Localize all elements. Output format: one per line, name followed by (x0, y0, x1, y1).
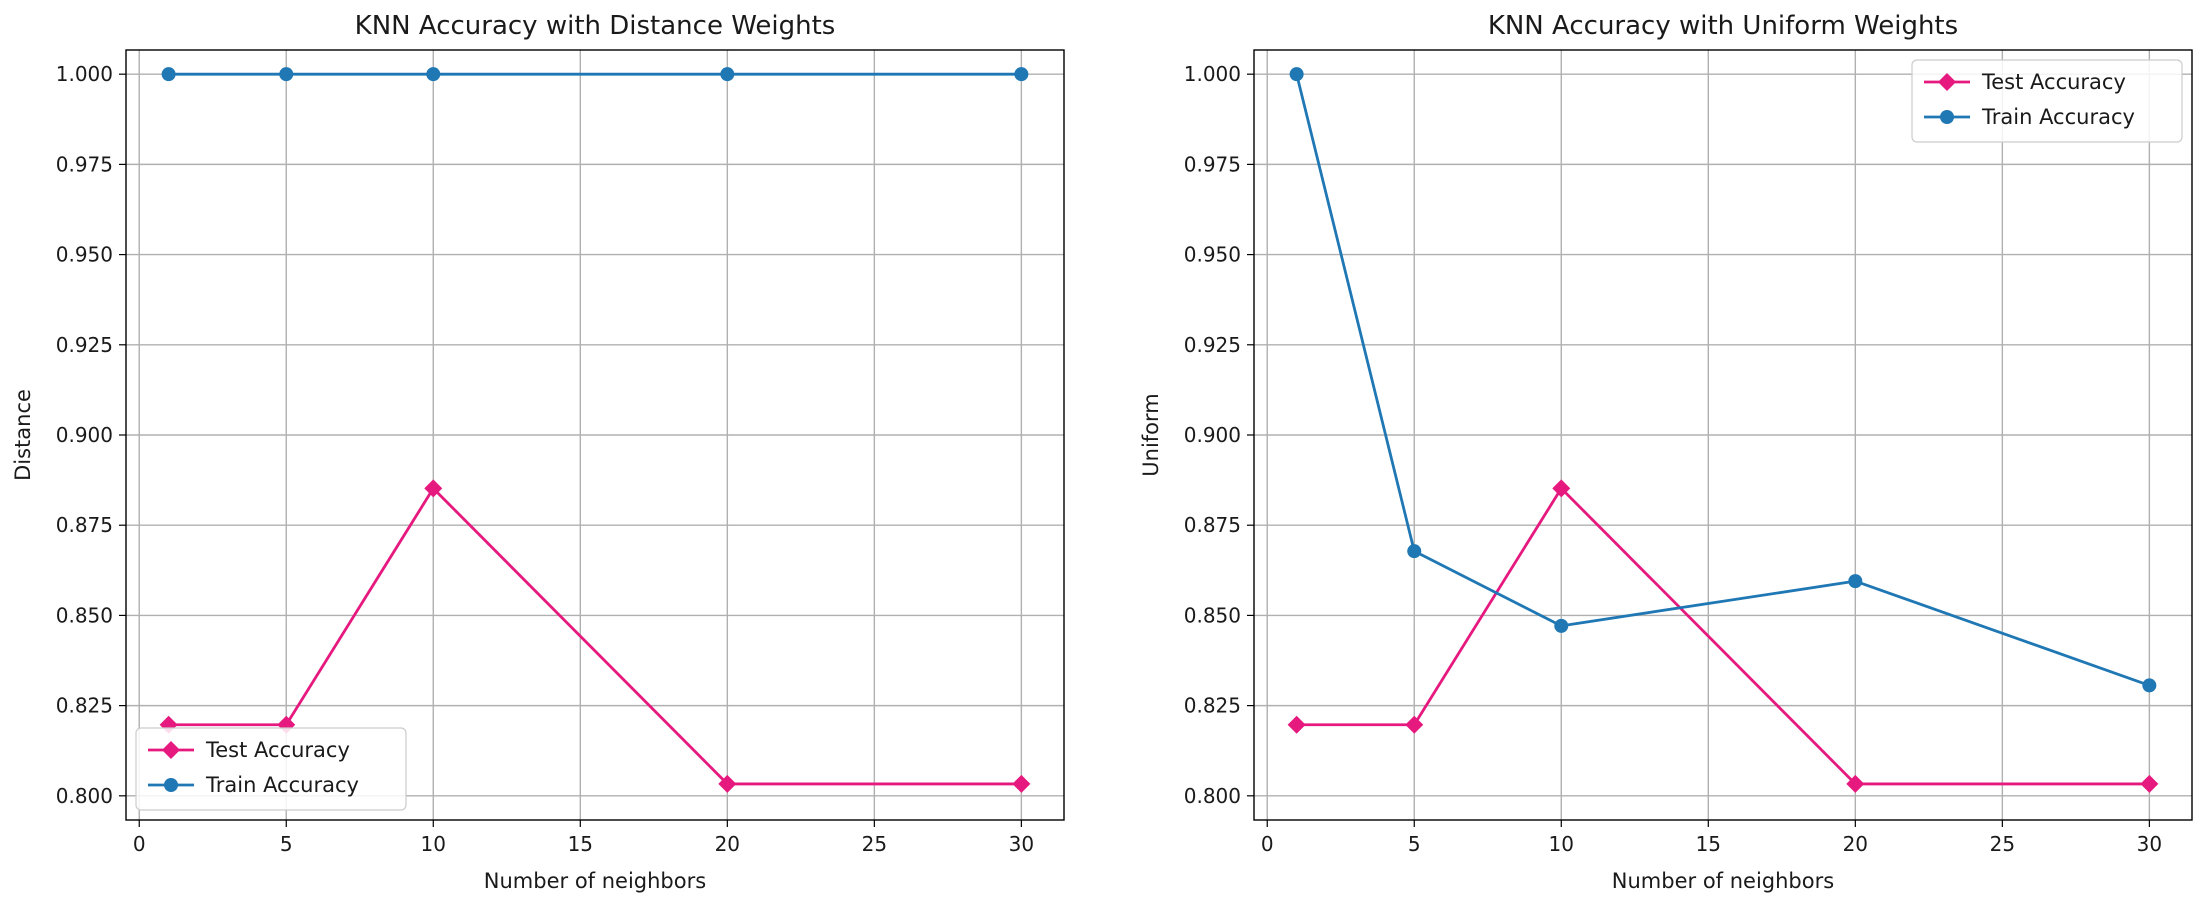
y-tick-label: 0.825 (56, 694, 113, 718)
train-accuracy-point (426, 67, 441, 82)
y-tick-label: 0.900 (1184, 423, 1241, 447)
y-tick-label: 0.975 (1184, 152, 1241, 176)
legend-box (1911, 59, 2183, 143)
y-tick-label: 0.950 (1184, 243, 1241, 267)
test-accuracy-point (2140, 774, 2159, 793)
train-accuracy-point (1848, 574, 1863, 589)
x-tick-label: 5 (1408, 832, 1421, 856)
x-tick-label: 10 (421, 832, 446, 856)
chart-title: KNN Accuracy with Uniform Weights (1488, 11, 1958, 41)
legend-label: Train Accuracy (205, 773, 359, 797)
chart-uniform-weights: 0 5 10 15 20 25 30 0.800 0.825 0.850 0.875 0.900 0.9… (1139, 11, 2193, 893)
train-accuracy-point (161, 67, 176, 82)
train-accuracy-point (279, 67, 294, 82)
x-tick-label: 10 (1549, 832, 1574, 856)
legend-swatch-marker (162, 741, 180, 759)
chart-distance-weights: 0 5 10 15 20 25 30 0.800 0.825 0.850 0.875 0.900 0.9… (11, 11, 1065, 893)
y-axis-label: Uniform (1139, 393, 1163, 476)
x-tick-label: 0 (133, 832, 146, 856)
legend-swatch-marker (164, 778, 178, 792)
x-tick-label: 15 (1696, 832, 1721, 856)
x-tick-label: 30 (2137, 832, 2162, 856)
chart-title: KNN Accuracy with Distance Weights (355, 11, 836, 41)
x-tick-label: 25 (862, 832, 887, 856)
y-tick-label: 0.900 (56, 423, 113, 447)
legend-label: Test Accuracy (1981, 70, 2126, 94)
test-accuracy-point (1405, 715, 1424, 734)
y-tick-label: 0.800 (1184, 784, 1241, 808)
x-tick-label: 20 (715, 832, 740, 856)
plot-frame (125, 49, 1065, 821)
y-tick-label: 1.000 (56, 62, 113, 86)
test-accuracy-point (718, 774, 737, 793)
train-accuracy-point (1554, 618, 1569, 633)
train-accuracy-point (2142, 678, 2157, 693)
train-accuracy-point (1289, 67, 1304, 82)
legend: Test Accuracy Train Accuracy (135, 727, 407, 811)
x-tick-label: 30 (1009, 832, 1034, 856)
y-tick-label: 0.875 (1184, 513, 1241, 537)
train-accuracy-point (1014, 67, 1029, 82)
y-tick-label: 0.950 (56, 243, 113, 267)
plot-frame (1253, 49, 2193, 821)
legend-box (135, 727, 407, 811)
legend-swatch-marker (1940, 110, 1954, 124)
y-axis-label: Distance (11, 389, 35, 481)
x-tick-label: 15 (568, 832, 593, 856)
legend-label: Train Accuracy (1981, 105, 2135, 129)
train-accuracy-point (720, 67, 735, 82)
x-tick-label: 5 (280, 832, 293, 856)
x-tick-label: 0 (1261, 832, 1274, 856)
test-accuracy-point (424, 479, 443, 498)
y-tick-label: 1.000 (1184, 62, 1241, 86)
x-axis-label: Number of neighbors (484, 869, 706, 893)
y-tick-label: 0.925 (56, 333, 113, 357)
legend-swatch-marker (1938, 73, 1956, 91)
test-accuracy-point (1846, 774, 1865, 793)
x-tick-label: 25 (1990, 832, 2015, 856)
y-tick-label: 0.850 (1184, 603, 1241, 627)
y-tick-label: 0.800 (56, 784, 113, 808)
y-tick-label: 0.925 (1184, 333, 1241, 357)
test-accuracy-point (1552, 479, 1571, 498)
x-tick-label: 20 (1843, 832, 1868, 856)
legend: Test Accuracy Train Accuracy (1911, 59, 2183, 143)
y-tick-label: 0.975 (56, 152, 113, 176)
legend-label: Test Accuracy (205, 738, 350, 762)
test-accuracy-point (1287, 715, 1306, 734)
y-tick-label: 0.825 (1184, 694, 1241, 718)
x-axis-label: Number of neighbors (1612, 869, 1834, 893)
test-accuracy-point (1012, 774, 1031, 793)
y-tick-label: 0.850 (56, 603, 113, 627)
train-accuracy-point (1407, 544, 1422, 559)
y-tick-label: 0.875 (56, 513, 113, 537)
